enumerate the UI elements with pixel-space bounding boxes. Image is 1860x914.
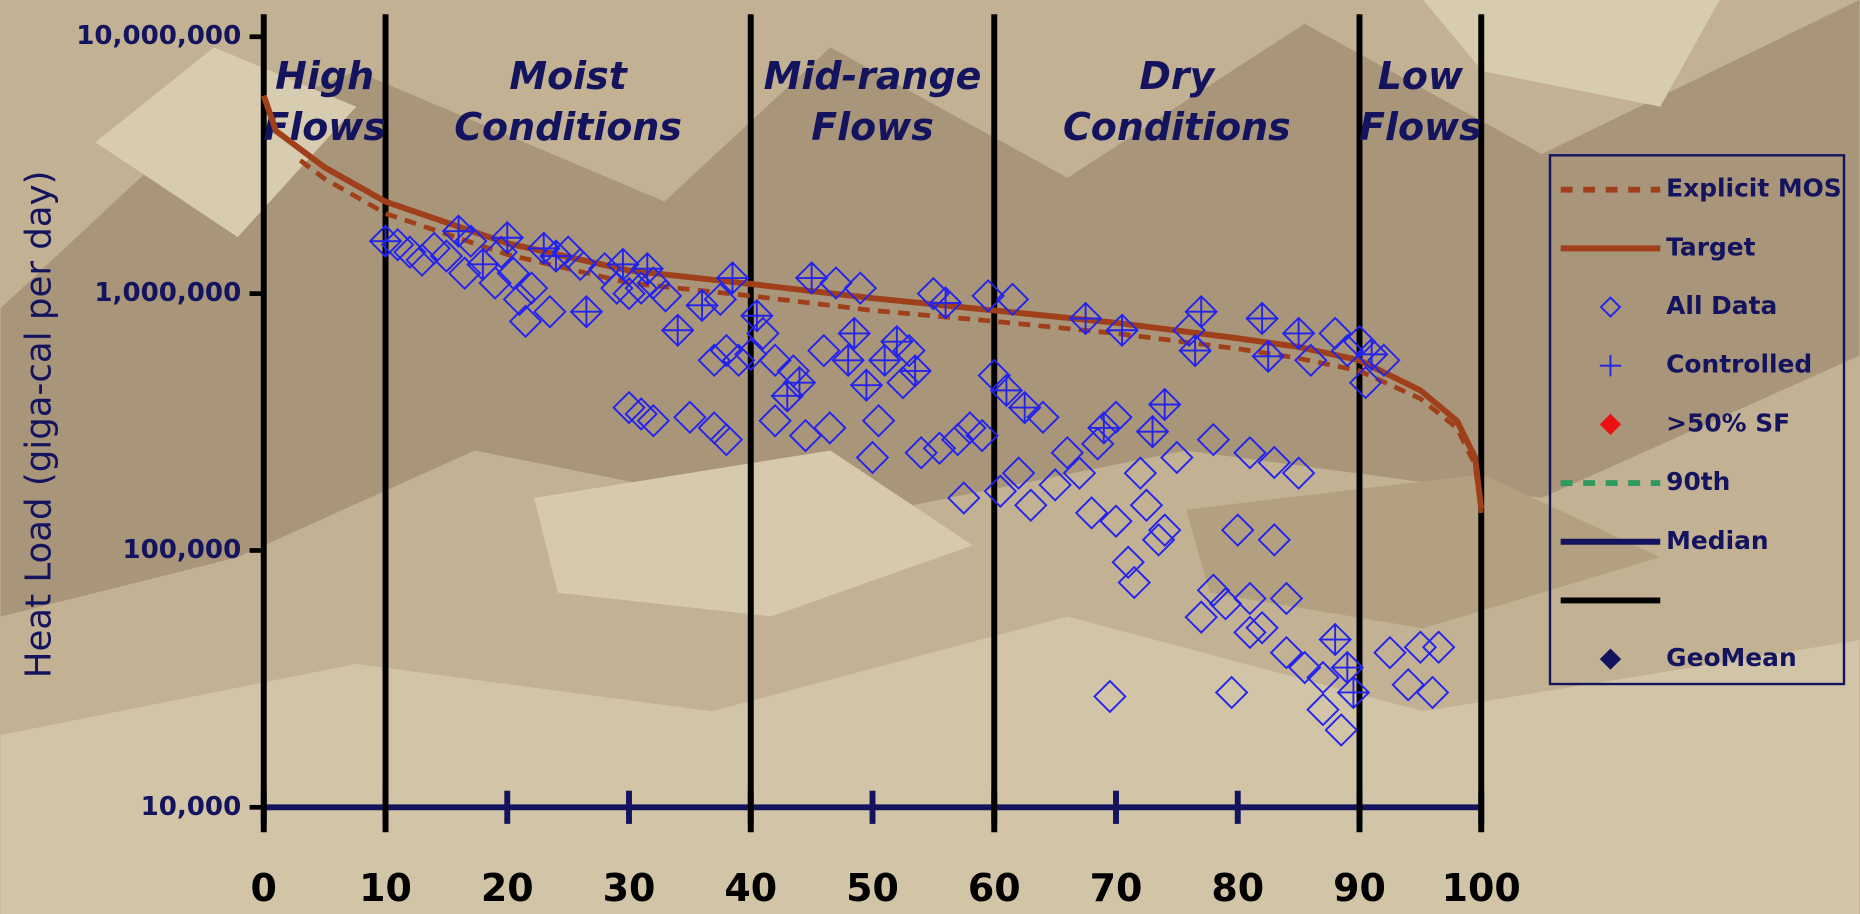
legend-label: GeoMean xyxy=(1666,643,1797,672)
y-tick-label: 100,000 xyxy=(122,535,241,565)
y-axis-title: Heat Load (giga-cal per day) xyxy=(18,171,59,679)
x-tick-label: 70 xyxy=(1090,866,1143,910)
x-tick-label: 40 xyxy=(724,866,777,910)
zone-label: Conditions xyxy=(454,105,682,149)
zone-label: Flows xyxy=(1359,105,1482,149)
zone-label: Conditions xyxy=(1063,105,1291,149)
x-tick-label: 10 xyxy=(359,866,412,910)
x-tick-label: 80 xyxy=(1211,866,1264,910)
y-tick-label: 10,000,000 xyxy=(76,21,241,51)
x-tick-label: 20 xyxy=(481,866,534,910)
x-tick-label: 60 xyxy=(968,866,1021,910)
zone-label: Low xyxy=(1378,54,1464,98)
y-tick-label: 10,000 xyxy=(141,792,242,822)
zone-label: High xyxy=(275,54,374,98)
legend-label: Controlled xyxy=(1666,350,1812,379)
x-tick-label: 50 xyxy=(846,866,899,910)
x-tick-label: 90 xyxy=(1333,866,1386,910)
x-tick-label: 0 xyxy=(251,866,277,910)
legend-label: Explicit MOS xyxy=(1666,174,1842,203)
zone-label: Flows xyxy=(263,105,386,149)
legend-label: Median xyxy=(1666,526,1768,555)
legend-label: 90th xyxy=(1666,467,1730,496)
y-tick-label: 1,000,000 xyxy=(94,278,241,308)
zone-label: Dry xyxy=(1139,54,1216,98)
x-tick-label: 100 xyxy=(1442,866,1521,910)
x-tick-label: 30 xyxy=(603,866,656,910)
zone-label: Flows xyxy=(811,105,934,149)
page: {"chart_data": { "type": "scatter", "y_l… xyxy=(0,0,1860,914)
chart: Heat Load (giga-cal per day) Explicit MO… xyxy=(0,0,1860,914)
legend-label: >50% SF xyxy=(1666,408,1790,437)
legend-label: All Data xyxy=(1666,291,1777,320)
legend-label: Target xyxy=(1666,232,1755,261)
zone-label: Mid-range xyxy=(764,54,982,98)
zone-label: Moist xyxy=(509,54,628,98)
